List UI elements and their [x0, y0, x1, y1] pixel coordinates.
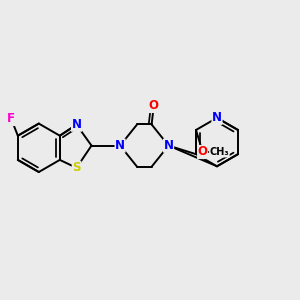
- Text: N: N: [164, 139, 174, 152]
- Text: N: N: [71, 118, 82, 131]
- Text: O: O: [149, 100, 159, 112]
- Text: O: O: [198, 146, 208, 158]
- Text: CH₃: CH₃: [209, 147, 229, 157]
- Text: N: N: [115, 139, 125, 152]
- Text: S: S: [72, 161, 81, 174]
- Text: N: N: [212, 111, 222, 124]
- Text: F: F: [7, 112, 15, 125]
